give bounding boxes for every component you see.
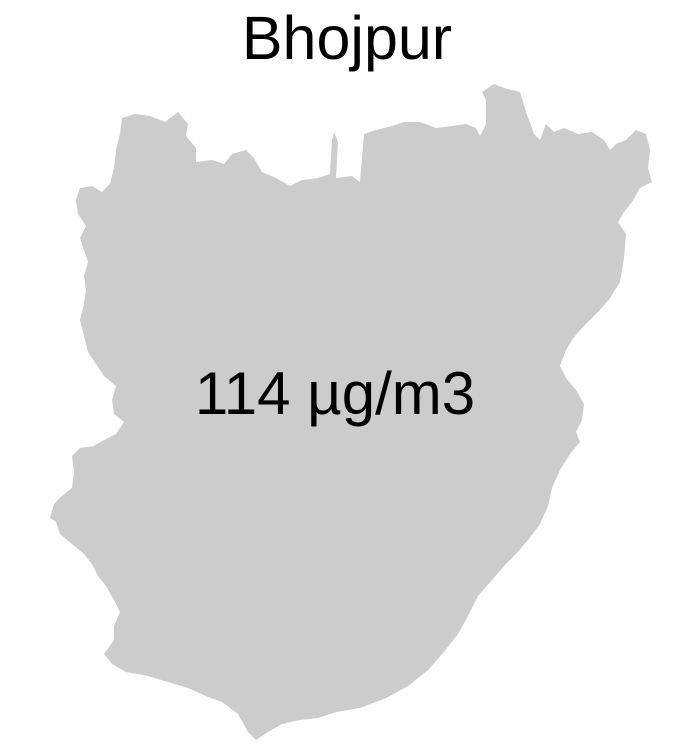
pm-value-label: 114 µg/m3 [0,358,670,430]
